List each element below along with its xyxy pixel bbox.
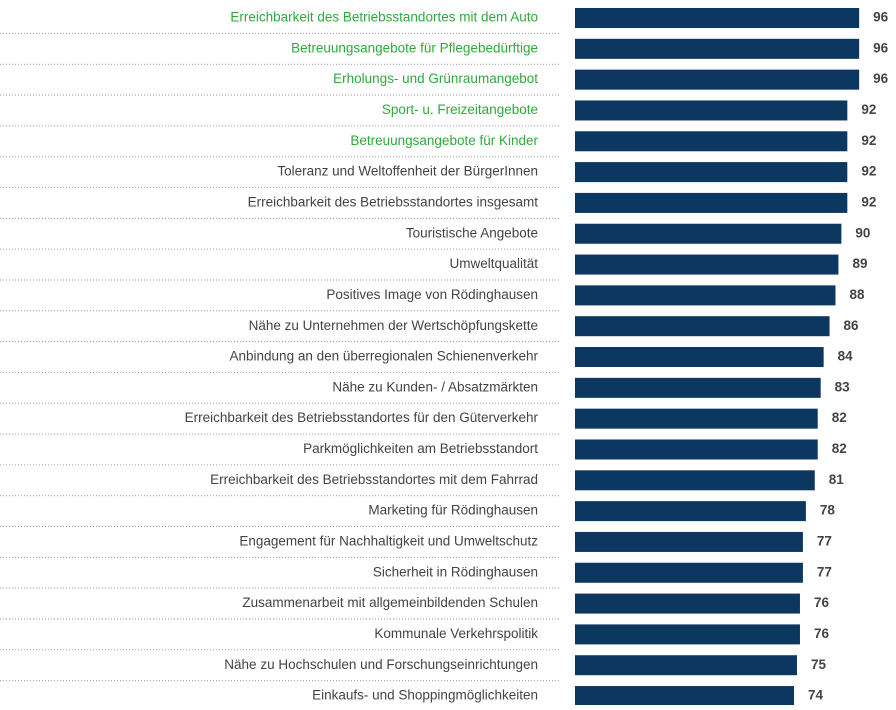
bar: [575, 316, 830, 337]
bar: [575, 100, 848, 121]
category-label: Nähe zu Kunden- / Absatzmärkten: [332, 379, 538, 394]
bar: [575, 593, 800, 614]
bar: [575, 686, 795, 707]
bar: [575, 562, 803, 583]
bar: [575, 531, 803, 552]
category-label: Erreichbarkeit des Betriebsstandortes fü…: [185, 410, 539, 425]
value-label: 92: [861, 102, 876, 117]
value-label: 74: [808, 688, 824, 703]
category-label: Anbindung an den überregionalen Schienen…: [230, 349, 539, 364]
category-label: Sport- u. Freizeitangebote: [382, 102, 538, 117]
category-label: Zusammenarbeit mit allgemeinbildenden Sc…: [242, 595, 538, 610]
value-label: 96: [873, 40, 889, 55]
category-label: Erreichbarkeit des Betriebsstandortes mi…: [210, 472, 538, 487]
value-label: 96: [873, 10, 889, 25]
value-label: 86: [844, 318, 860, 333]
category-label: Erholungs- und Grünraumangebot: [333, 71, 538, 86]
value-label: 82: [832, 441, 847, 456]
bar: [575, 408, 818, 429]
category-label: Positives Image von Rödinghausen: [326, 287, 538, 302]
bar: [575, 470, 815, 491]
category-label: Kommunale Verkehrspolitik: [374, 626, 538, 641]
category-label: Nähe zu Unternehmen der Wertschöpfungske…: [249, 318, 538, 333]
bar: [575, 8, 860, 28]
value-label: 77: [817, 534, 832, 549]
bar: [575, 439, 818, 460]
value-label: 78: [820, 503, 836, 518]
category-label: Engagement für Nachhaltigkeit und Umwelt…: [239, 534, 538, 549]
value-label: 88: [849, 287, 865, 302]
value-label: 92: [861, 133, 876, 148]
bar: [575, 192, 848, 213]
bar: [575, 254, 839, 275]
bar: [575, 624, 800, 645]
category-label: Touristische Angebote: [406, 225, 538, 240]
bar: [575, 377, 821, 398]
value-label: 76: [814, 595, 830, 610]
value-label: 83: [835, 379, 851, 394]
value-label: 96: [873, 71, 889, 86]
value-label: 92: [861, 164, 876, 179]
value-label: 89: [852, 256, 867, 271]
category-label: Betreuungsangebote für Pflegebedürftige: [291, 40, 538, 55]
bar: [575, 223, 842, 244]
value-label: 92: [861, 194, 876, 209]
value-label: 75: [811, 657, 827, 672]
category-label: Nähe zu Hochschulen und Forschungseinric…: [224, 657, 538, 672]
bar: [575, 285, 836, 306]
category-label: Sicherheit in Rödinghausen: [373, 564, 538, 579]
category-label: Erreichbarkeit des Betriebsstandortes in…: [248, 194, 539, 209]
category-label: Betreuungsangebote für Kinder: [350, 133, 538, 148]
value-label: 90: [855, 225, 870, 240]
bar: [575, 655, 797, 676]
category-label: Erreichbarkeit des Betriebsstandortes mi…: [230, 10, 538, 25]
bar: [575, 501, 806, 522]
bar: [575, 69, 860, 90]
category-label: Einkaufs- und Shoppingmöglichkeiten: [312, 688, 538, 703]
value-label: 84: [838, 349, 854, 364]
value-label: 81: [829, 472, 845, 487]
category-label: Umweltqualität: [449, 256, 538, 271]
bar: [575, 162, 848, 183]
value-label: 77: [817, 564, 832, 579]
category-label: Parkmöglichkeiten am Betriebsstandort: [303, 441, 538, 456]
value-label: 76: [814, 626, 830, 641]
category-label: Marketing für Rödinghausen: [368, 503, 538, 518]
bar: [575, 131, 848, 152]
category-label: Toleranz und Weltoffenheit der BürgerInn…: [277, 164, 538, 179]
bar: [575, 347, 824, 368]
bar: [575, 38, 860, 59]
value-label: 82: [832, 410, 847, 425]
